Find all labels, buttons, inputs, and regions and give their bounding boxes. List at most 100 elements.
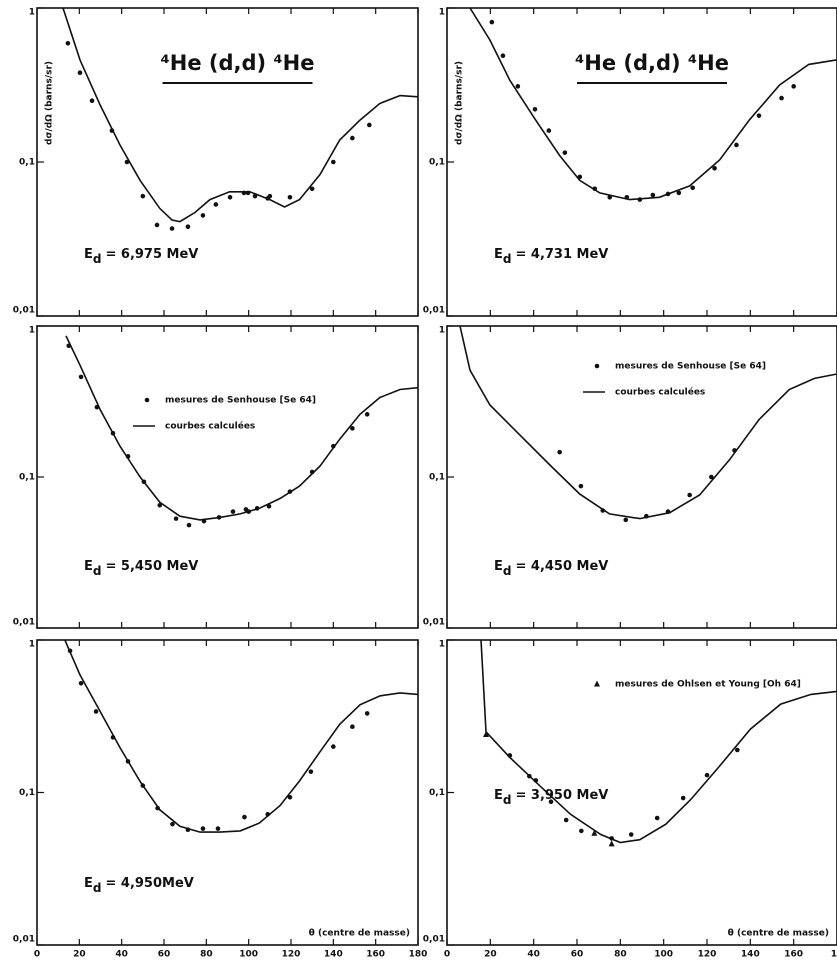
y-tick-label: 1 bbox=[29, 640, 35, 650]
legend-label: mesures de Ohlsen et Young [Oh 64] bbox=[615, 680, 801, 690]
y-tick-label: 1 bbox=[439, 326, 445, 336]
data-point bbox=[186, 522, 192, 528]
legend-label: courbes calculées bbox=[615, 387, 705, 398]
plot-area bbox=[480, 640, 837, 847]
data-point bbox=[331, 744, 336, 749]
energy-value: = 4,450 MeV bbox=[515, 559, 608, 574]
plot-area bbox=[62, 8, 418, 231]
data-point bbox=[690, 185, 695, 191]
data-point bbox=[623, 517, 629, 523]
data-point bbox=[309, 186, 315, 192]
y-tick-label: 0,1 bbox=[19, 158, 35, 168]
data-point bbox=[500, 53, 506, 59]
energy-value: = 4,731 MeV bbox=[515, 247, 608, 262]
energy-label: Ed = 3,950 MeV bbox=[494, 788, 608, 807]
energy-value: = 6,975 MeV bbox=[105, 247, 198, 262]
data-point bbox=[735, 747, 740, 753]
energy-value: = 3,950 MeV bbox=[515, 788, 608, 803]
data-point bbox=[515, 84, 521, 89]
data-point bbox=[546, 128, 552, 133]
y-tick-label: 0,01 bbox=[423, 618, 445, 628]
data-point bbox=[791, 84, 796, 89]
y-tick-label: 0,1 bbox=[429, 788, 445, 798]
data-point bbox=[173, 516, 179, 521]
energy-symbol: E bbox=[494, 247, 503, 262]
data-point bbox=[331, 159, 336, 165]
energy-symbol: E bbox=[84, 876, 93, 891]
data-point bbox=[157, 502, 163, 508]
energy-label: Ed = 4,731 MeV bbox=[494, 247, 608, 266]
x-tick-label: 20 bbox=[484, 950, 497, 960]
calculated-curve bbox=[480, 640, 837, 844]
panel: 0,01 0,1 1 Ed = 4,450 MeV mesures de Senhouse… bbox=[423, 325, 837, 629]
data-point bbox=[230, 509, 236, 514]
data-point bbox=[242, 814, 247, 820]
y-tick-label: 0,01 bbox=[13, 618, 35, 628]
data-point bbox=[734, 142, 739, 148]
y-tick-label: 0,01 bbox=[423, 935, 445, 945]
x-tick-label: 160 bbox=[366, 950, 385, 960]
plot-area bbox=[469, 8, 837, 202]
panel: 0 20 40 60 80 100 120 140 160 18 0,01 0,1 1 θ (centre… bbox=[423, 639, 837, 960]
data-point bbox=[227, 194, 233, 200]
data-point bbox=[704, 772, 710, 778]
data-point bbox=[287, 194, 293, 200]
x-tick-label: 0 bbox=[444, 950, 450, 960]
data-point bbox=[78, 374, 84, 380]
legend-marker bbox=[144, 397, 150, 403]
data-point bbox=[200, 826, 206, 831]
y-axis-label: dσ/dΩ (barns/sr) bbox=[455, 61, 465, 145]
data-point bbox=[489, 19, 495, 25]
x-tick-label: 0 bbox=[34, 950, 40, 960]
x-tick-label: 120 bbox=[698, 950, 717, 960]
data-point bbox=[364, 711, 370, 716]
data-point bbox=[779, 95, 784, 101]
x-tick-label: 20 bbox=[73, 950, 86, 960]
y-tick-label: 0,1 bbox=[19, 473, 35, 483]
legend-label: courbes calculées bbox=[165, 421, 255, 432]
data-point bbox=[709, 474, 714, 480]
data-point bbox=[548, 799, 554, 805]
data-point bbox=[77, 70, 83, 76]
energy-symbol: E bbox=[494, 559, 503, 574]
energy-label: Ed = 5,450 MeV bbox=[84, 559, 198, 578]
panel: 0,01 0,1 1 Ed = 5,450 MeV mesures de Senhouse… bbox=[13, 325, 419, 629]
energy-value: = 4,950MeV bbox=[105, 876, 193, 891]
data-point bbox=[680, 795, 686, 801]
data-point bbox=[154, 222, 160, 228]
energy-symbol: E bbox=[84, 247, 93, 262]
chart-title: ⁴He (d,d) ⁴He bbox=[161, 51, 315, 75]
data-point bbox=[676, 190, 682, 196]
energy-label: Ed = 6,975 MeV bbox=[84, 247, 198, 266]
x-tick-label: 120 bbox=[282, 950, 301, 960]
energy-subscript: d bbox=[93, 252, 102, 266]
y-tick-label: 0,01 bbox=[423, 306, 445, 316]
data-point bbox=[654, 815, 660, 821]
x-tick-label: 100 bbox=[239, 950, 258, 960]
calculated-curve bbox=[64, 640, 418, 833]
x-axis-label: θ (centre de masse) bbox=[728, 929, 829, 939]
data-point bbox=[557, 449, 562, 455]
data-point bbox=[65, 40, 71, 46]
data-point bbox=[169, 226, 175, 231]
legend-label: mesures de Senhouse [Se 64] bbox=[165, 396, 316, 406]
chart-title: ⁴He (d,d) ⁴He bbox=[575, 51, 729, 75]
plot-frame bbox=[36, 639, 419, 946]
calculated-curve bbox=[62, 8, 418, 223]
x-tick-label: 100 bbox=[654, 950, 673, 960]
y-tick-label: 1 bbox=[439, 8, 445, 18]
data-point bbox=[170, 821, 175, 827]
x-tick-label: 80 bbox=[200, 950, 213, 960]
energy-symbol: E bbox=[494, 788, 503, 803]
x-tick-label: 60 bbox=[571, 950, 584, 960]
data-point bbox=[628, 832, 634, 837]
x-tick-label: 40 bbox=[115, 950, 128, 960]
legend-marker bbox=[594, 680, 600, 687]
x-tick-label: 40 bbox=[527, 950, 540, 960]
x-tick-label: 80 bbox=[614, 950, 627, 960]
data-point bbox=[532, 106, 538, 112]
plot-area bbox=[459, 326, 837, 523]
legend-label: mesures de Senhouse [Se 64] bbox=[615, 362, 766, 372]
data-point bbox=[350, 135, 355, 141]
y-tick-label: 0,1 bbox=[429, 473, 445, 483]
